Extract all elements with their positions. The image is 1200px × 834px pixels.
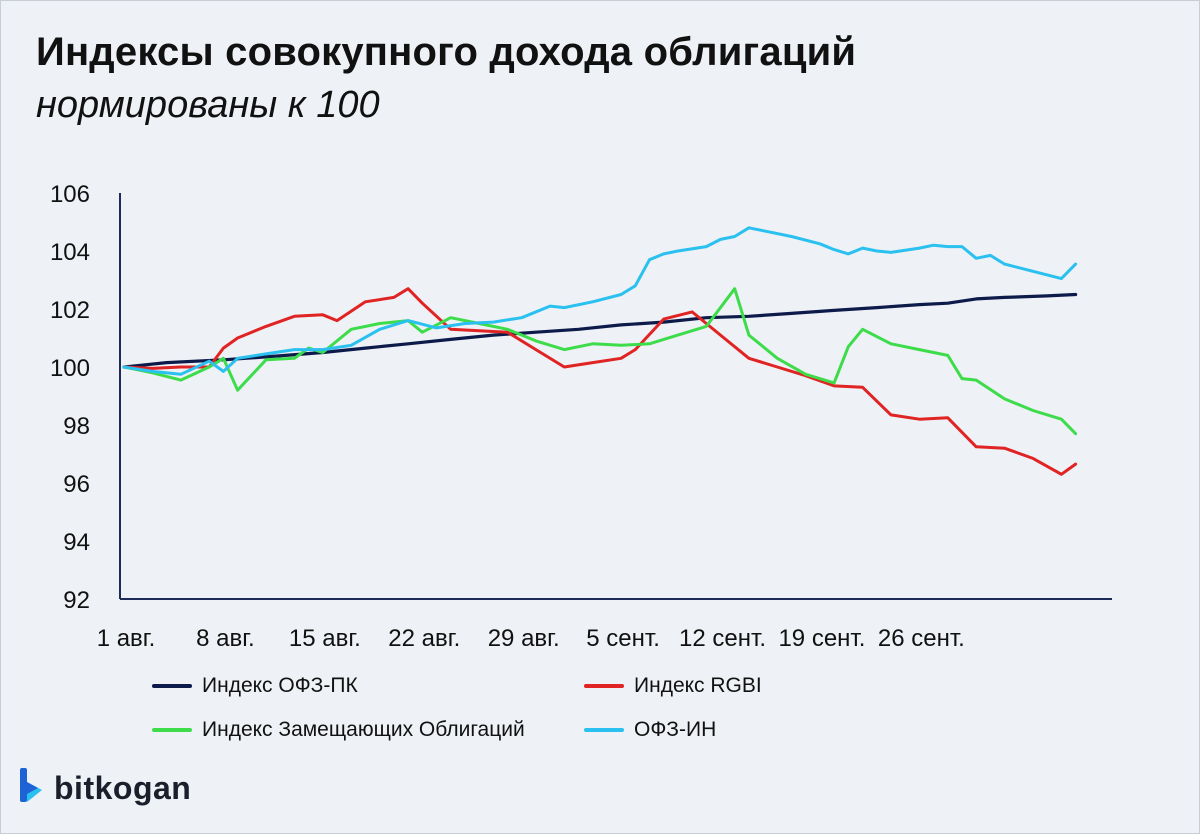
series-line-ofz-in: [122, 226, 1078, 376]
legend-item-ofz-in: ОФЗ-ИН: [584, 718, 716, 742]
legend-label-replacement-bonds: Индекс Замещающих Облигаций: [202, 718, 525, 741]
legend-swatch-rgbi: [584, 684, 624, 688]
legend-item-ofz-pk: Индекс ОФЗ-ПК: [152, 674, 358, 698]
legend-swatch-replacement-bonds: [152, 728, 192, 732]
x-tick-label: 19 сент.: [778, 625, 865, 652]
x-tick-label: 26 сент.: [878, 625, 965, 652]
y-tick-label: 104: [50, 239, 90, 266]
x-tick-label: 8 авг.: [196, 625, 255, 652]
chart-title: Индексы совокупного дохода облигаций: [36, 30, 857, 74]
legend-swatch-ofz-pk: [152, 684, 192, 688]
y-tick-label: 98: [63, 413, 90, 440]
brand-name: bitkogan: [54, 769, 192, 806]
y-tick-label: 102: [50, 297, 90, 324]
legend-label-ofz-pk: Индекс ОФЗ-ПК: [202, 674, 358, 697]
legend-label-ofz-in: ОФЗ-ИН: [634, 718, 717, 741]
brand-logo: bitkogan: [18, 768, 191, 808]
y-tick-label: 96: [63, 471, 90, 498]
y-tick-label: 100: [50, 355, 90, 382]
legend-item-replacement-bonds: Индекс Замещающих Облигаций: [152, 718, 525, 742]
chart-subtitle: нормированы к 100: [36, 84, 380, 126]
bitkogan-logo-icon: [20, 768, 42, 802]
x-tick-label: 1 авг.: [97, 625, 156, 652]
x-tick-label: 29 авг.: [488, 625, 560, 652]
y-tick-label: 106: [50, 181, 90, 208]
x-tick-label: 22 авг.: [388, 625, 460, 652]
legend-item-rgbi: Индекс RGBI: [584, 674, 762, 698]
series-line-replacement-bonds: [122, 287, 1078, 436]
legend-swatch-ofz-in: [584, 728, 624, 732]
y-tick-label: 92: [63, 587, 90, 614]
series-line-rgbi: [122, 287, 1078, 476]
x-tick-label: 5 сент.: [586, 625, 660, 652]
series-line-ofz-pk: [122, 292, 1078, 369]
y-tick-label: 94: [63, 529, 90, 556]
x-tick-label: 15 авг.: [289, 625, 361, 652]
legend-label-rgbi: Индекс RGBI: [634, 674, 762, 697]
x-tick-label: 12 сент.: [679, 625, 766, 652]
